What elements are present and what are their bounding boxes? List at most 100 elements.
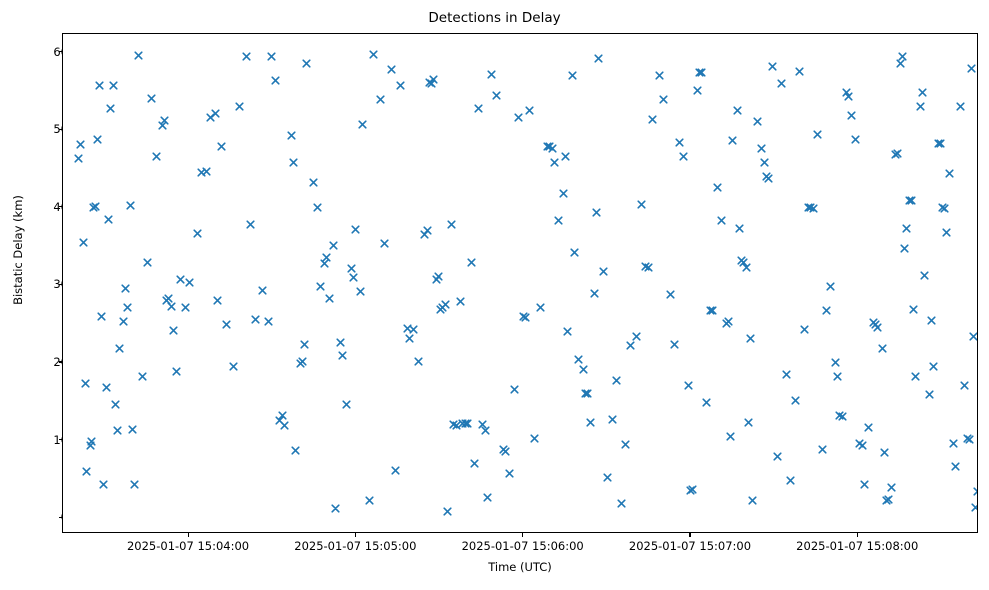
scatter-point (969, 332, 977, 341)
scatter-point (452, 420, 461, 430)
scatter-point (626, 340, 635, 350)
scatter-point (95, 81, 104, 90)
scatter-point (608, 415, 617, 424)
scatter-point (543, 142, 552, 151)
scatter-point (967, 64, 976, 74)
scatter-point (777, 79, 786, 88)
scatter-point (670, 340, 679, 349)
scatter-point (126, 201, 135, 210)
scatter-point (329, 241, 338, 250)
scatter-point (846, 111, 856, 120)
scatter-point (89, 203, 98, 212)
scatter-point (102, 383, 111, 392)
scatter-point (90, 202, 100, 211)
scatter-point (257, 285, 267, 295)
scatter-point (228, 361, 238, 371)
y-tick-mark (58, 206, 62, 208)
scatter-point (202, 167, 211, 176)
scatter-point (456, 297, 465, 306)
scatter-point (800, 325, 809, 334)
scatter-point (313, 202, 322, 212)
scatter-point (973, 487, 977, 496)
x-tick-mark (187, 533, 189, 537)
scatter-point (860, 480, 869, 489)
scatter-point (338, 351, 347, 360)
scatter-point (648, 115, 657, 124)
scatter-point (940, 204, 949, 213)
x-tick-label: 2025-01-07 15:08:00 (796, 539, 919, 553)
scatter-point (111, 400, 120, 409)
scatter-point (434, 271, 443, 281)
scatter-point (617, 499, 626, 508)
x-tick-label: 2025-01-07 15:05:00 (294, 539, 417, 553)
scatter-point (920, 271, 929, 280)
plot-area[interactable] (62, 33, 978, 533)
scatter-point (235, 102, 244, 111)
scatter-point (621, 440, 630, 449)
scatter-point (927, 316, 936, 325)
scatter-point (938, 202, 947, 212)
scatter-point (768, 62, 778, 71)
scatter-point (193, 229, 202, 238)
scatter-point (757, 144, 766, 153)
scatter-point (746, 334, 755, 343)
scatter-point (666, 290, 675, 299)
scatter-point (525, 106, 534, 115)
scatter-point (561, 152, 570, 161)
scatter-point (158, 121, 167, 130)
scatter-point (376, 95, 385, 105)
scatter-point (898, 52, 907, 61)
scatter-point (559, 189, 568, 198)
scatter-point (550, 157, 559, 167)
scatter-point (831, 358, 840, 368)
scatter-point (425, 77, 434, 87)
scatter-point (449, 420, 459, 429)
scatter-point (869, 318, 878, 327)
scatter-point (469, 459, 479, 468)
scatter-point (679, 152, 688, 161)
scatter-point (547, 144, 557, 153)
scatter-point (286, 131, 296, 140)
x-tick-label: 2025-01-07 15:06:00 (461, 539, 584, 553)
scatter-point (167, 302, 176, 311)
scatter-point (138, 372, 147, 381)
scatter-point (104, 215, 113, 224)
scatter-point (211, 109, 220, 118)
scatter-point (822, 306, 831, 316)
scatter-point (884, 495, 894, 504)
x-axis-label: Time (UTC) (488, 560, 552, 574)
scatter-point (568, 71, 577, 80)
scatter-point (324, 294, 334, 303)
scatter-point (864, 423, 873, 432)
scatter-point (893, 149, 902, 158)
scatter-point (742, 263, 751, 272)
scatter-point (782, 370, 791, 379)
scatter-point (748, 496, 757, 505)
scatter-point (431, 275, 441, 284)
scatter-point (347, 264, 356, 273)
scatter-point (436, 305, 445, 314)
y-tick-mark (58, 128, 62, 130)
scatter-point (121, 284, 130, 293)
scatter-point (391, 466, 401, 475)
scatter-point (147, 94, 156, 103)
scatter-point (358, 120, 367, 129)
scatter-point (82, 467, 92, 476)
scatter-point (481, 426, 490, 435)
scatter-point (518, 312, 528, 321)
scatter-point (429, 75, 438, 84)
scatter-point (447, 219, 456, 229)
scatter-point (331, 503, 340, 513)
scatter-point (933, 139, 943, 148)
scatter-point (414, 357, 423, 366)
scatter-point (387, 65, 396, 74)
scatter-point (773, 451, 782, 461)
scatter-point (176, 275, 185, 285)
scatter-point (427, 79, 436, 88)
scatter-point (817, 444, 827, 454)
scatter-point (501, 447, 510, 456)
scatter-point (197, 168, 206, 177)
scatter-point (87, 437, 96, 446)
scatter-point (739, 257, 749, 267)
